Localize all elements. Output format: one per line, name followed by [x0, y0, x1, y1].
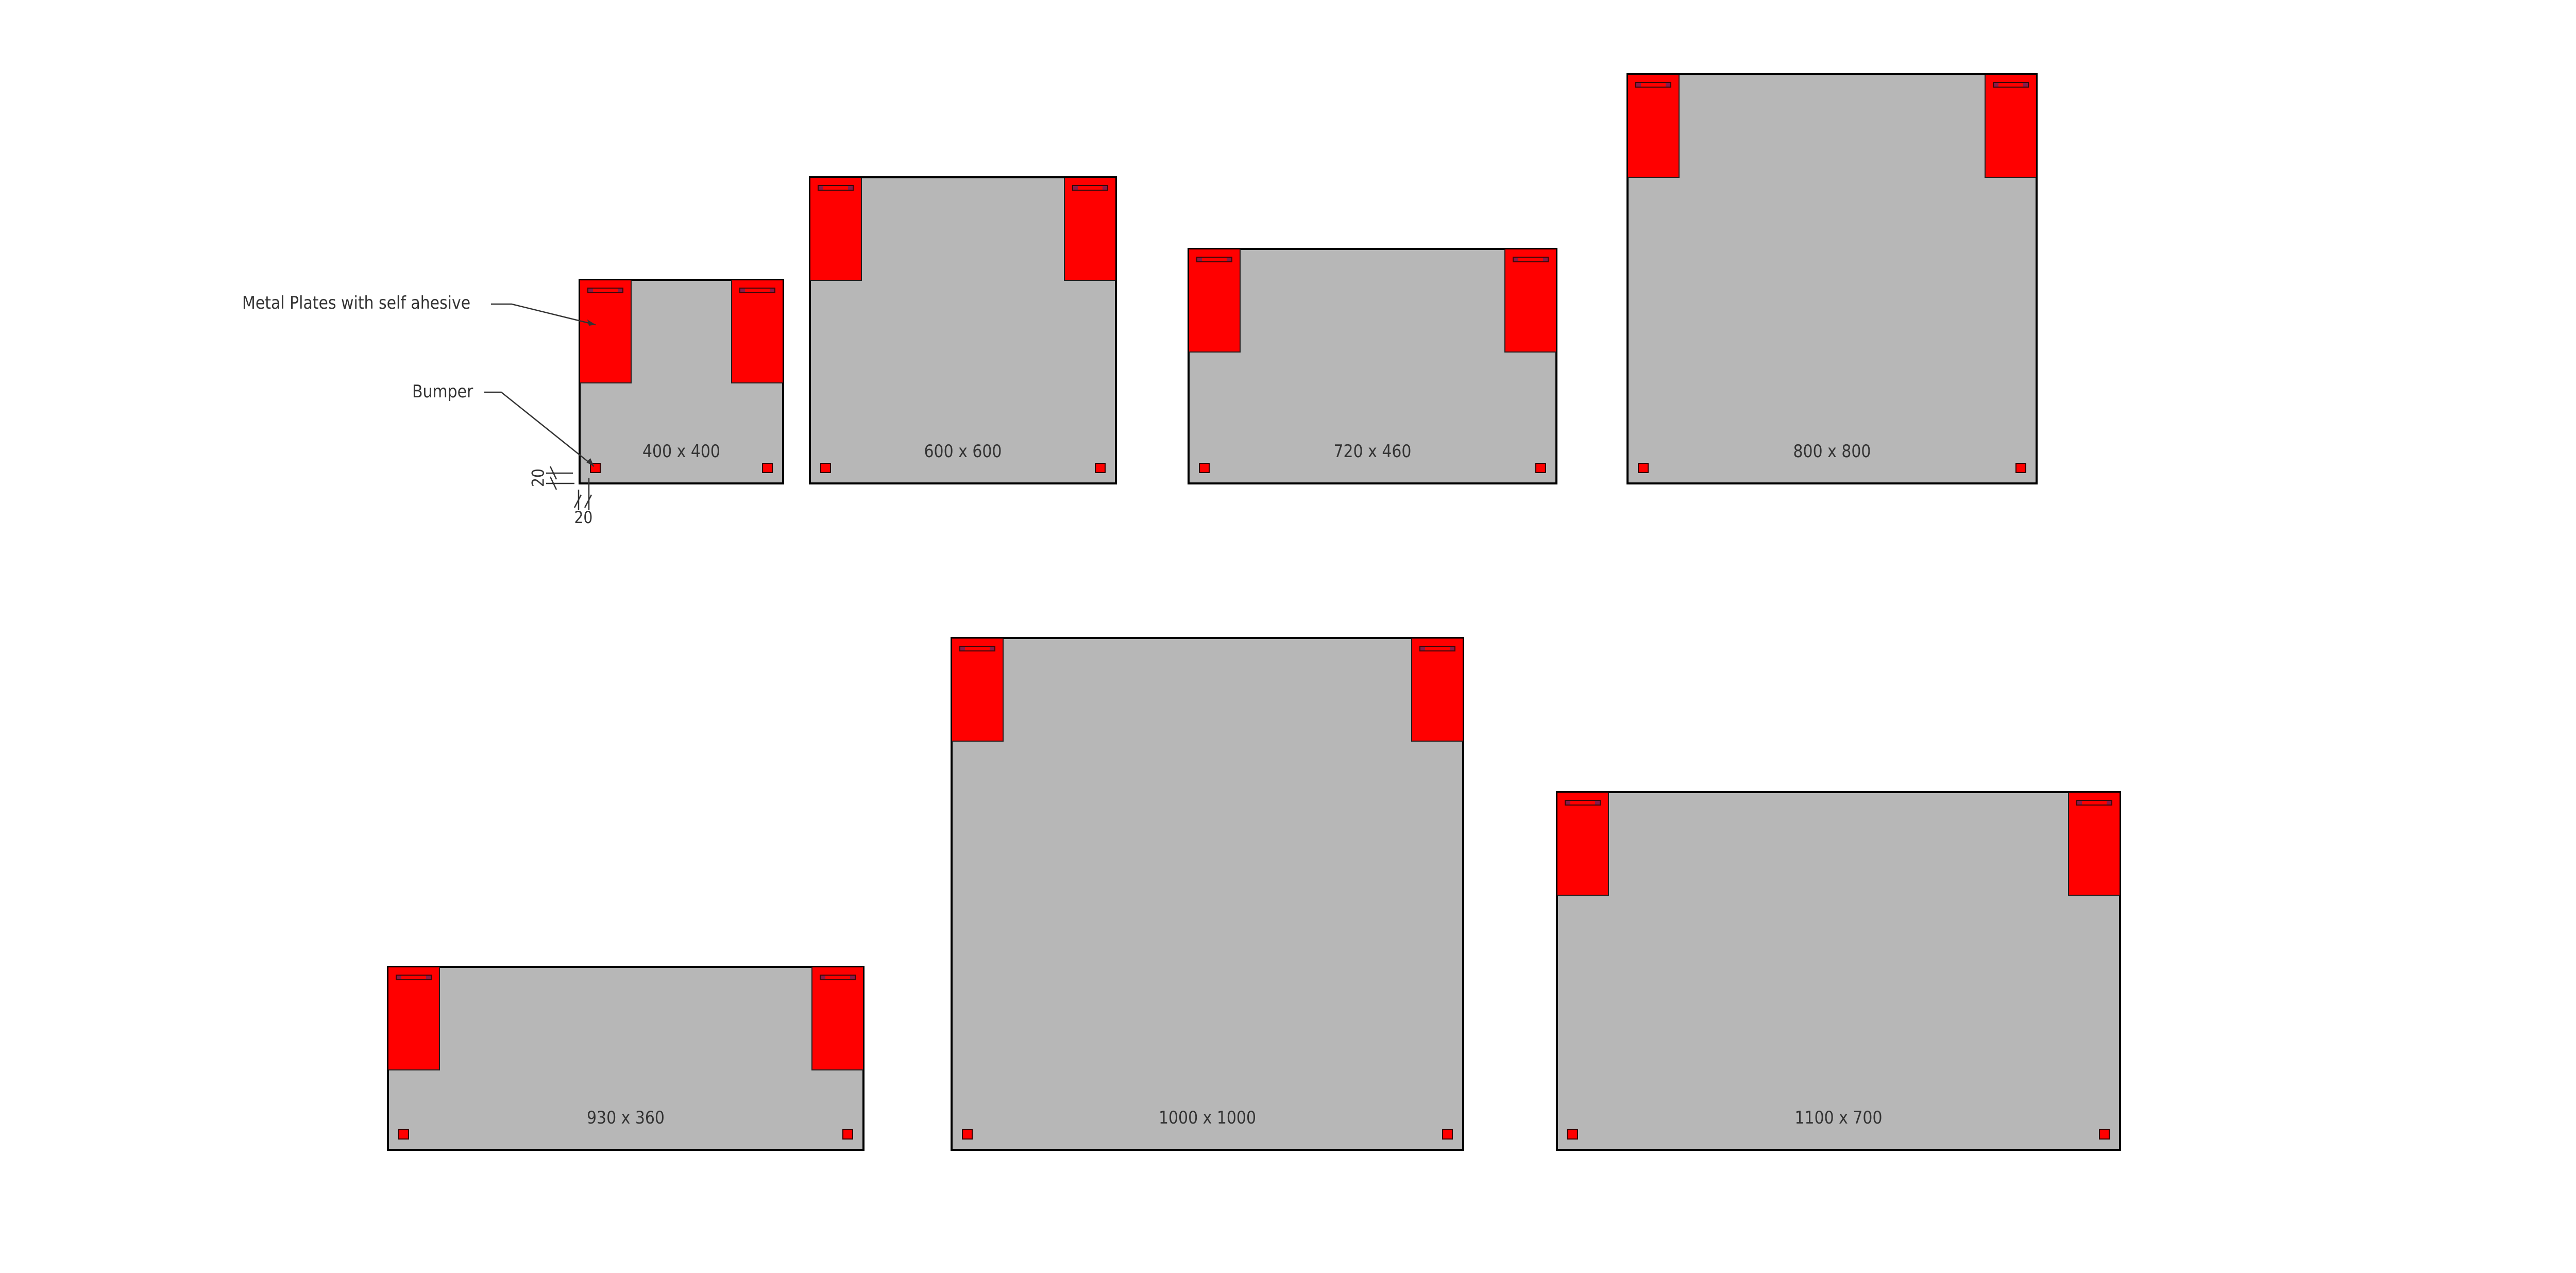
bumper: [2015, 463, 2026, 473]
plate-slot: [1513, 257, 1549, 262]
panel-size-label: 720 x 460: [1333, 441, 1412, 462]
plate-slot: [739, 288, 775, 293]
panel-400x400: 400 x 400: [579, 279, 784, 484]
bumper: [398, 1129, 409, 1140]
dimension-tick: [549, 466, 557, 480]
metal-plate: [810, 178, 862, 281]
bumper-offset-vertical-dimension: 20: [528, 468, 548, 487]
panel-size-label: 1000 x 1000: [1158, 1108, 1257, 1128]
panel-1100x700: 1100 x 700: [1556, 791, 2121, 1151]
plate-slot: [1196, 257, 1232, 262]
plate-slot: [1635, 82, 1671, 88]
panel-800x800: 800 x 800: [1626, 73, 2038, 484]
metal-plate: [1411, 639, 1463, 742]
metal-plate: [811, 967, 863, 1070]
bumper: [1095, 463, 1106, 473]
plate-slot: [818, 185, 854, 191]
metal-plate: [1189, 249, 1241, 353]
plates-label: Metal Plates with self ahesive: [242, 293, 471, 313]
metal-plate: [1504, 249, 1556, 353]
panel-size-label: 400 x 400: [642, 441, 720, 462]
panel-600x600: 600 x 600: [809, 176, 1117, 484]
plate-slot: [2076, 800, 2112, 806]
plate-slot: [820, 975, 856, 980]
panel-size-label: 930 x 360: [587, 1108, 665, 1128]
bumper: [1442, 1129, 1453, 1140]
dimension-tick: [549, 476, 557, 490]
metal-plate: [731, 280, 783, 383]
dimension-tick: [573, 494, 582, 508]
panel-720x460: 720 x 460: [1188, 248, 1557, 484]
bumper-leader-line: [484, 391, 595, 467]
metal-plate: [952, 639, 1004, 742]
bumper: [762, 463, 773, 473]
metal-plate: [1557, 793, 1609, 896]
bumper: [1567, 1129, 1578, 1140]
bumper-label: Bumper: [412, 381, 473, 402]
bumper-offset-horizontal-dimension: 20: [574, 508, 593, 527]
bumper: [1535, 463, 1546, 473]
plate-slot: [396, 975, 432, 980]
panel-1000x1000: 1000 x 1000: [951, 637, 1464, 1151]
metal-plate: [580, 280, 632, 383]
panel-size-label: 800 x 800: [1793, 441, 1871, 462]
plate-slot: [959, 646, 995, 651]
panel-size-label: 600 x 600: [924, 441, 1002, 462]
bumper: [1638, 463, 1649, 473]
bumper: [962, 1129, 973, 1140]
panel-size-label: 1100 x 700: [1794, 1108, 1883, 1128]
metal-plate: [1628, 75, 1680, 178]
metal-plate: [2068, 793, 2120, 896]
metal-plate: [1064, 178, 1115, 281]
bumper: [842, 1129, 853, 1140]
bumper: [1199, 463, 1210, 473]
plate-slot: [1419, 646, 1455, 651]
plate-slot: [587, 288, 623, 293]
bumper: [590, 463, 601, 473]
plate-slot: [1993, 82, 2029, 88]
plate-slot: [1072, 185, 1108, 191]
panel-930x360: 930 x 360: [387, 966, 865, 1151]
metal-plate: [1985, 75, 2036, 178]
dimension-tick: [584, 494, 592, 508]
metal-plate: [388, 967, 440, 1070]
plate-slot: [1565, 800, 1601, 806]
bumper: [2099, 1129, 2110, 1140]
bumper: [820, 463, 831, 473]
